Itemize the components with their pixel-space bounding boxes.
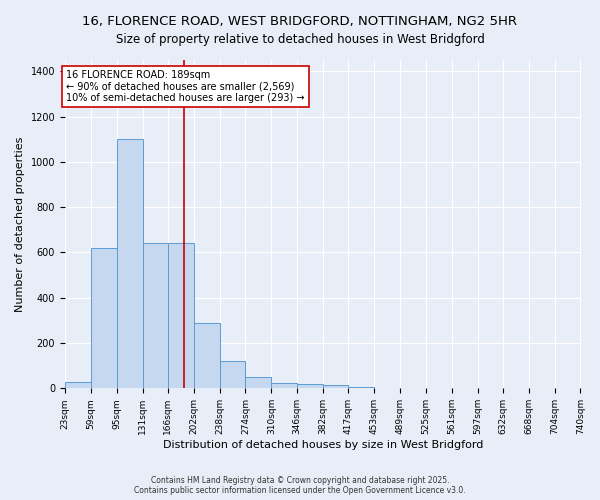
Bar [297,384,323,388]
Text: 16 FLORENCE ROAD: 189sqm
← 90% of detached houses are smaller (2,569)
10% of sem: 16 FLORENCE ROAD: 189sqm ← 90% of detach… [67,70,305,103]
Bar [194,322,220,388]
Bar [271,382,297,388]
Bar [168,244,194,388]
Bar [143,244,168,388]
Bar [91,248,116,388]
Bar [65,382,91,388]
Text: Contains HM Land Registry data © Crown copyright and database right 2025.
Contai: Contains HM Land Registry data © Crown c… [134,476,466,495]
Y-axis label: Number of detached properties: Number of detached properties [15,136,25,312]
Bar [348,387,374,388]
X-axis label: Distribution of detached houses by size in West Bridgford: Distribution of detached houses by size … [163,440,483,450]
Text: 16, FLORENCE ROAD, WEST BRIDGFORD, NOTTINGHAM, NG2 5HR: 16, FLORENCE ROAD, WEST BRIDGFORD, NOTTI… [83,15,517,28]
Bar [116,140,143,388]
Bar [245,377,271,388]
Bar [323,385,348,388]
Bar [220,361,245,388]
Text: Size of property relative to detached houses in West Bridgford: Size of property relative to detached ho… [116,32,484,46]
